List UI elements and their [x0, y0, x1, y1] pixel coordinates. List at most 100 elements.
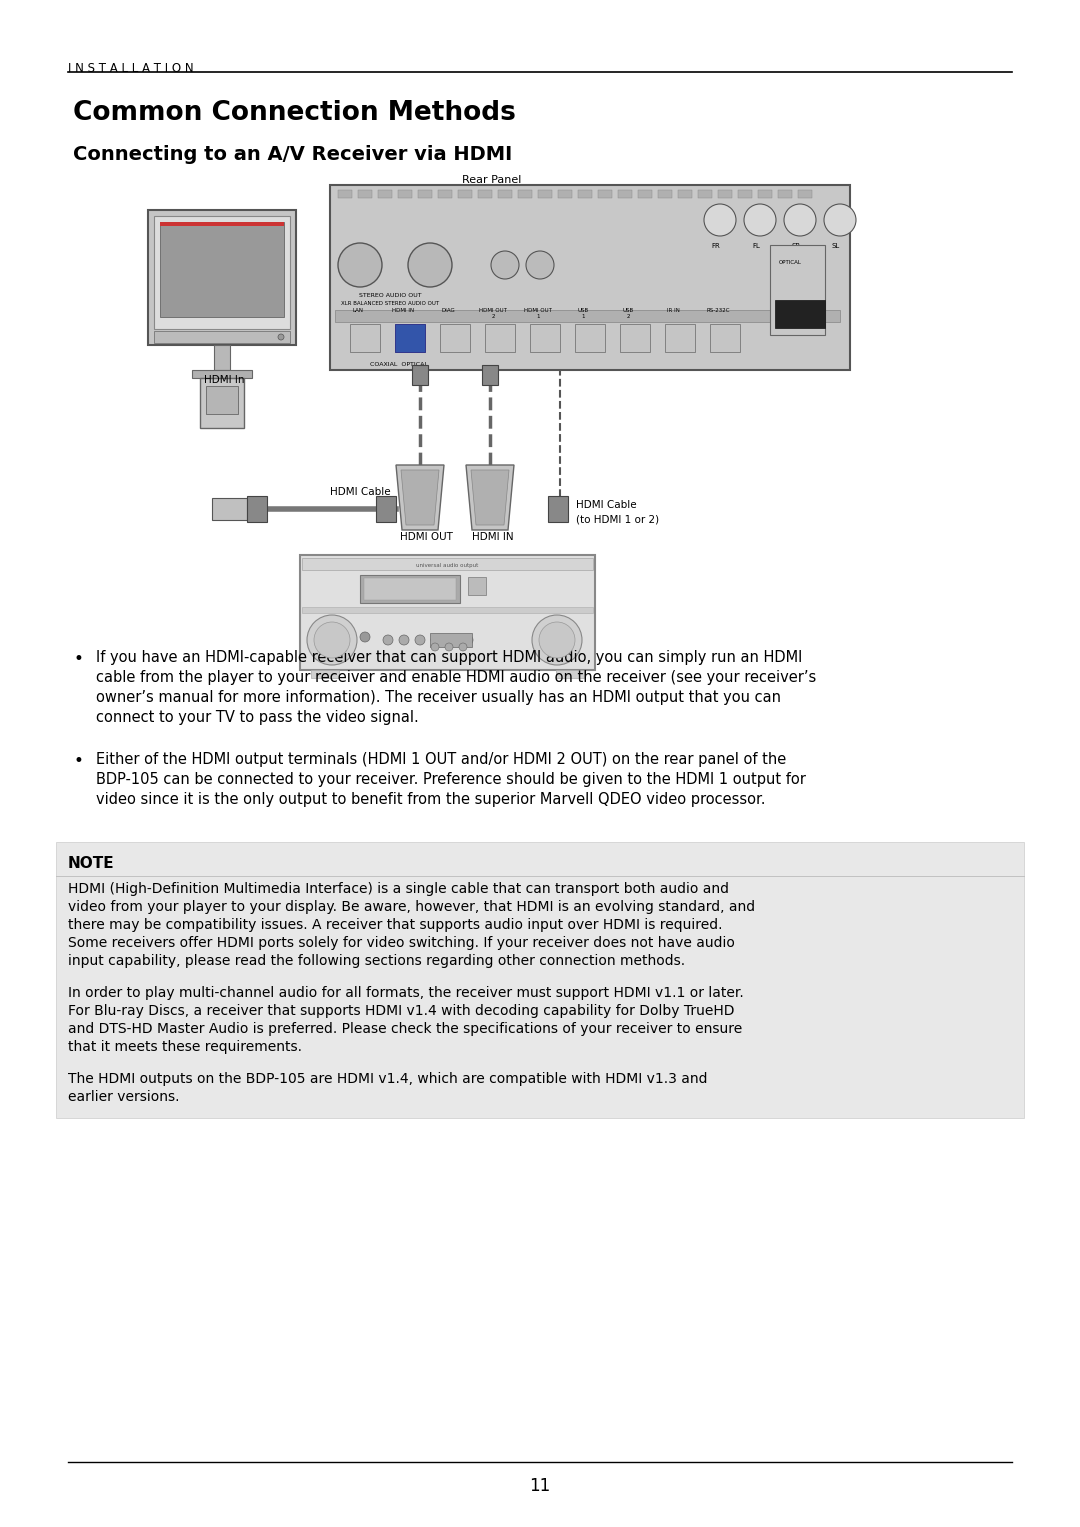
- Bar: [148, 211, 296, 345]
- Bar: [214, 345, 230, 370]
- Text: USB
2: USB 2: [622, 308, 634, 319]
- Text: SL: SL: [832, 243, 840, 249]
- Circle shape: [338, 243, 382, 287]
- Bar: [458, 189, 472, 199]
- Text: Rear Panel: Rear Panel: [462, 176, 522, 185]
- Bar: [598, 189, 612, 199]
- Bar: [618, 189, 632, 199]
- Text: •: •: [73, 751, 83, 770]
- Text: connect to your TV to pass the video signal.: connect to your TV to pass the video sig…: [96, 710, 419, 725]
- Bar: [698, 189, 712, 199]
- Bar: [378, 189, 392, 199]
- Bar: [56, 841, 1024, 1118]
- Text: USB
1: USB 1: [578, 308, 589, 319]
- Bar: [518, 189, 532, 199]
- Circle shape: [539, 621, 575, 658]
- Bar: [364, 579, 456, 600]
- Text: COAXIAL  OPTICAL: COAXIAL OPTICAL: [370, 362, 428, 366]
- Text: •: •: [73, 651, 83, 667]
- Text: video from your player to your display. Be aware, however, that HDMI is an evolv: video from your player to your display. …: [68, 899, 755, 915]
- Text: HDMI OUT
1: HDMI OUT 1: [524, 308, 552, 319]
- Text: input capability, please read the following sections regarding other connection : input capability, please read the follow…: [68, 954, 685, 968]
- Bar: [718, 189, 732, 199]
- Bar: [399, 189, 411, 199]
- Text: HDMI Cable: HDMI Cable: [576, 499, 636, 510]
- Bar: [468, 577, 486, 596]
- Text: HDMI (High-Definition Multimedia Interface) is a single cable that can transport: HDMI (High-Definition Multimedia Interfa…: [68, 883, 729, 896]
- Circle shape: [431, 643, 438, 651]
- Text: (to HDMI 1 or 2): (to HDMI 1 or 2): [576, 515, 659, 525]
- Bar: [548, 496, 568, 522]
- Circle shape: [314, 621, 350, 658]
- Text: BDP-105 can be connected to your receiver. Preference should be given to the HDM: BDP-105 can be connected to your receive…: [96, 773, 806, 786]
- Circle shape: [463, 635, 473, 644]
- Bar: [154, 331, 291, 344]
- Bar: [485, 324, 515, 353]
- Text: The HDMI outputs on the BDP-105 are HDMI v1.4, which are compatible with HDMI v1: The HDMI outputs on the BDP-105 are HDMI…: [68, 1072, 707, 1086]
- Bar: [558, 189, 572, 199]
- Bar: [438, 189, 453, 199]
- Text: Some receivers offer HDMI ports solely for video switching. If your receiver doe: Some receivers offer HDMI ports solely f…: [68, 936, 734, 950]
- Bar: [678, 189, 692, 199]
- Bar: [357, 189, 372, 199]
- Text: video since it is the only output to benefit from the superior Marvell QDEO vide: video since it is the only output to ben…: [96, 793, 766, 806]
- Bar: [798, 189, 812, 199]
- Text: LAN: LAN: [352, 308, 364, 313]
- Text: RS-232C: RS-232C: [706, 308, 730, 313]
- Bar: [620, 324, 650, 353]
- Bar: [395, 324, 426, 353]
- Bar: [302, 608, 593, 612]
- Bar: [395, 324, 426, 353]
- Text: IR IN: IR IN: [666, 308, 679, 313]
- Circle shape: [307, 615, 357, 664]
- Bar: [330, 185, 850, 370]
- Text: In order to play multi-channel audio for all formats, the receiver must support : In order to play multi-channel audio for…: [68, 986, 744, 1000]
- Text: HDMI In: HDMI In: [204, 376, 244, 385]
- Bar: [538, 189, 552, 199]
- Text: STEREO AUDIO OUT: STEREO AUDIO OUT: [359, 293, 421, 298]
- Bar: [482, 365, 498, 385]
- Circle shape: [824, 205, 856, 237]
- Text: HDMI Cable: HDMI Cable: [330, 487, 391, 496]
- Text: there may be compatibility issues. A receiver that supports audio input over HDM: there may be compatibility issues. A rec…: [68, 918, 723, 931]
- Bar: [200, 379, 244, 428]
- Text: FR: FR: [712, 243, 720, 249]
- Text: HDMI IN: HDMI IN: [392, 308, 414, 313]
- Text: If you have an HDMI-capable receiver that can support HDMI audio, you can simply: If you have an HDMI-capable receiver tha…: [96, 651, 802, 664]
- Text: DIAG: DIAG: [441, 308, 455, 313]
- Bar: [665, 324, 696, 353]
- Bar: [440, 324, 470, 353]
- Circle shape: [491, 250, 519, 279]
- Circle shape: [532, 615, 582, 664]
- Text: cable from the player to your receiver and enable HDMI audio on the receiver (se: cable from the player to your receiver a…: [96, 670, 816, 686]
- Text: HDMI OUT
2: HDMI OUT 2: [480, 308, 507, 319]
- Bar: [300, 554, 595, 670]
- Text: and DTS-HD Master Audio is preferred. Please check the specifications of your re: and DTS-HD Master Audio is preferred. Pl…: [68, 1022, 742, 1035]
- Text: Common Connection Methods: Common Connection Methods: [73, 99, 516, 127]
- Circle shape: [360, 632, 370, 641]
- Bar: [775, 299, 825, 328]
- Bar: [302, 557, 593, 570]
- Bar: [206, 386, 238, 414]
- Bar: [160, 221, 284, 318]
- Polygon shape: [471, 470, 509, 525]
- Bar: [578, 189, 592, 199]
- Bar: [770, 244, 825, 334]
- Bar: [738, 189, 752, 199]
- Bar: [556, 670, 584, 678]
- Bar: [154, 215, 291, 328]
- Text: owner’s manual for more information). The receiver usually has an HDMI output th: owner’s manual for more information). Th…: [96, 690, 781, 705]
- Text: XLR BALANCED STEREO AUDIO OUT: XLR BALANCED STEREO AUDIO OUT: [341, 301, 440, 305]
- Circle shape: [431, 635, 441, 644]
- Circle shape: [278, 334, 284, 341]
- Bar: [658, 189, 672, 199]
- Circle shape: [383, 635, 393, 644]
- Bar: [710, 324, 740, 353]
- Circle shape: [784, 205, 816, 237]
- Bar: [212, 498, 247, 521]
- Text: universal audio output: universal audio output: [416, 563, 478, 568]
- Bar: [160, 221, 284, 226]
- Circle shape: [459, 643, 467, 651]
- Circle shape: [399, 635, 409, 644]
- Text: that it meets these requirements.: that it meets these requirements.: [68, 1040, 302, 1054]
